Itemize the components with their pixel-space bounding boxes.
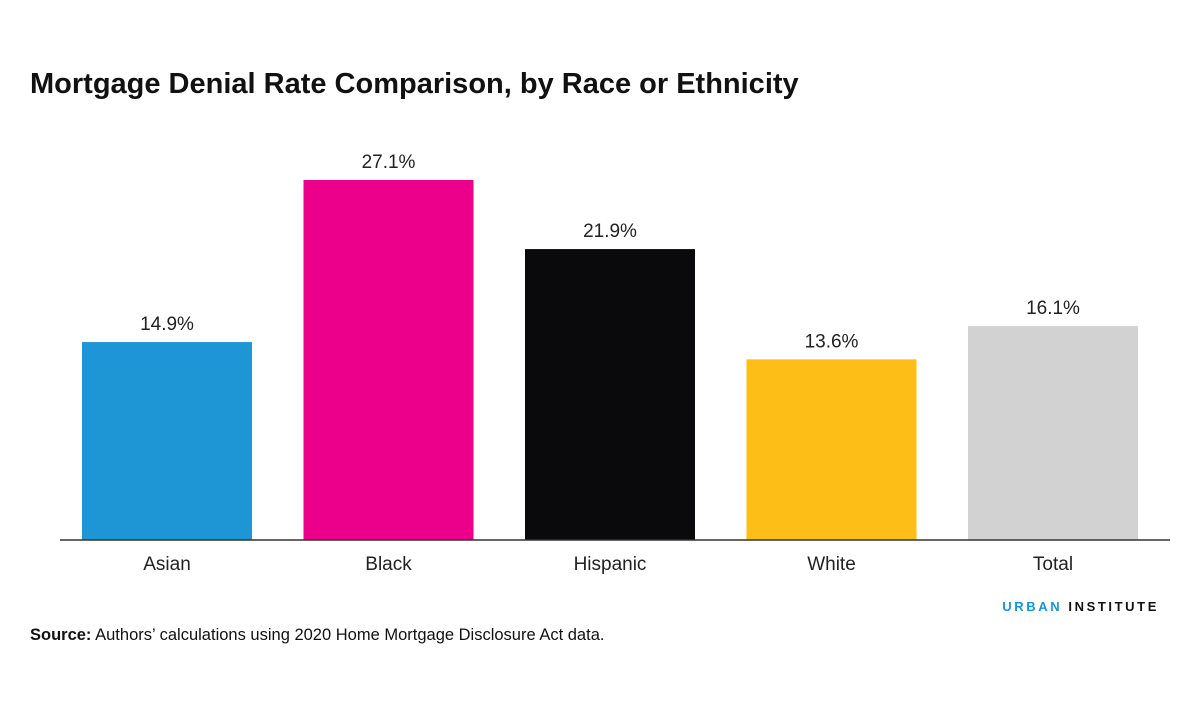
- value-label-black: 27.1%: [362, 152, 416, 173]
- value-label-white: 13.6%: [805, 331, 859, 352]
- labels-layer: 14.9% Asian 27.1% Black 21.9% Hispanic 13.6% Wh…: [140, 152, 1080, 575]
- category-label-hispanic: Hispanic: [574, 554, 647, 575]
- logo-institute-text: INSTITUTE: [1068, 599, 1159, 614]
- bar-total: [968, 326, 1138, 540]
- category-label-white: White: [807, 554, 856, 575]
- logo-urban-text: URBAN: [1002, 599, 1063, 614]
- bar-white: [746, 359, 917, 540]
- bar-hispanic: [525, 249, 695, 540]
- bars-layer: [82, 180, 1138, 540]
- chart-title: Mortgage Denial Rate Comparison, by Race…: [30, 68, 799, 100]
- value-label-hispanic: 21.9%: [583, 221, 637, 242]
- source-label: Source:: [30, 626, 92, 644]
- source-note: Source: Authors’ calculations using 2020…: [30, 626, 604, 645]
- category-label-total: Total: [1033, 554, 1073, 575]
- source-text: Authors’ calculations using 2020 Home Mo…: [95, 626, 605, 644]
- category-label-asian: Asian: [143, 554, 191, 575]
- value-label-asian: 14.9%: [140, 314, 194, 335]
- bar-asian: [82, 342, 252, 540]
- value-label-total: 16.1%: [1026, 298, 1080, 319]
- urban-institute-logo: URBAN INSTITUTE: [1002, 599, 1159, 614]
- bar-black: [303, 180, 474, 540]
- category-label-black: Black: [365, 554, 412, 575]
